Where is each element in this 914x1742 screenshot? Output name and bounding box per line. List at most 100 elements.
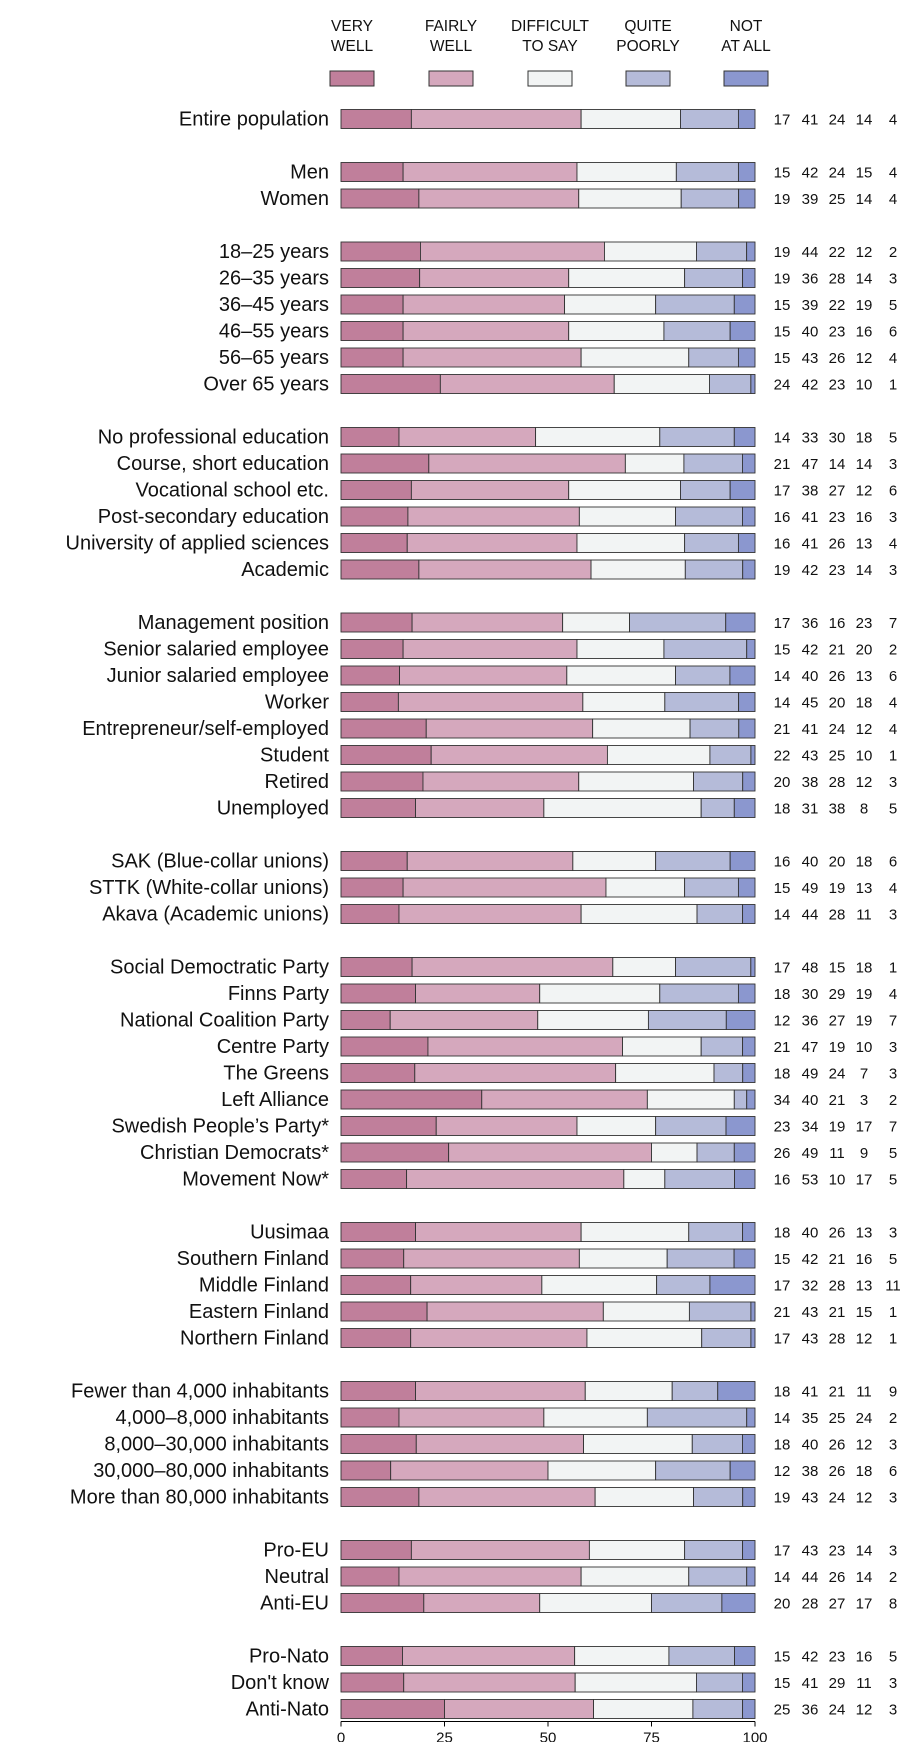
bar-segment — [402, 1646, 576, 1666]
row-label: Men — [290, 162, 329, 184]
value-label: 20 — [774, 1596, 791, 1613]
bar-segment — [574, 1672, 697, 1693]
chart-row: Women 19 39 25 14 4 — [260, 188, 897, 210]
bar-segment — [580, 1222, 690, 1242]
bar-segment — [402, 639, 578, 659]
bar-segment — [340, 1089, 483, 1110]
row-label: 56–65 years — [219, 347, 329, 369]
bar-segment — [742, 771, 756, 792]
bar-segment — [750, 745, 756, 765]
value-label: 19 — [829, 1119, 846, 1136]
row-label: Course, short education — [117, 453, 329, 475]
value-label: 38 — [802, 1463, 819, 1480]
bar-segment — [481, 1089, 648, 1110]
value-label: 12 — [856, 1702, 873, 1719]
value-label: 28 — [829, 907, 846, 924]
value-label: 26 — [829, 668, 846, 685]
bar-segment — [733, 1248, 756, 1269]
value-label: 7 — [889, 1013, 897, 1030]
value-label: 25 — [829, 191, 846, 208]
value-label: 23 — [774, 1119, 791, 1136]
bar-segment — [340, 427, 400, 447]
value-label: 1 — [889, 960, 897, 977]
bar-segment — [340, 294, 404, 315]
chart-row: Pro-EU 17 43 23 14 3 — [263, 1540, 897, 1562]
chart-row: 46–55 years 15 40 23 16 6 — [219, 321, 897, 343]
bar-segment — [737, 347, 756, 368]
value-label: 42 — [802, 165, 819, 182]
value-label: 4 — [889, 721, 897, 738]
value-label: 2 — [889, 1410, 897, 1427]
bar-segment — [402, 877, 607, 898]
value-label: 14 — [856, 456, 873, 473]
legend-label: FAIRLY — [425, 18, 477, 35]
value-label: 33 — [802, 430, 819, 447]
value-label: 3 — [889, 1702, 897, 1719]
bar-segment — [539, 983, 661, 1004]
value-label: 16 — [774, 536, 791, 553]
row-label: 26–35 years — [219, 268, 329, 290]
chart-row: National Coalition Party 12 36 27 19 7 — [120, 1010, 897, 1032]
value-label: 5 — [889, 1145, 897, 1162]
chart-row: Unemployed 18 31 38 8 5 — [217, 798, 897, 820]
value-label: 18 — [774, 1066, 791, 1083]
row-label: University of applied sciences — [66, 533, 329, 555]
value-label: 1 — [889, 377, 897, 394]
value-label: 19 — [774, 271, 791, 288]
value-label: 47 — [802, 1039, 819, 1056]
value-label: 43 — [802, 748, 819, 765]
value-label: 3 — [889, 1066, 897, 1083]
bar-segment — [742, 559, 756, 580]
bar-segment — [414, 1063, 617, 1083]
bar-segment — [340, 1593, 425, 1613]
value-label: 18 — [774, 801, 791, 818]
chart-row: Academic 19 42 23 14 3 — [241, 559, 897, 581]
bar-segment — [688, 347, 739, 368]
bar-segment — [742, 1540, 756, 1560]
bar-segment — [737, 533, 756, 553]
legend-label: QUITE — [624, 18, 671, 35]
chart-row: Don't know 15 41 29 11 3 — [231, 1672, 897, 1694]
chart-row: No professional education 14 33 30 18 5 — [98, 427, 897, 449]
legend-label: WELL — [331, 38, 374, 55]
bar-segment — [390, 1460, 549, 1481]
bar-segment — [576, 639, 665, 659]
bar-segment — [729, 480, 756, 500]
value-label: 43 — [802, 1304, 819, 1321]
value-label: 1 — [889, 1331, 897, 1348]
value-label: 3 — [889, 1675, 897, 1692]
value-label: 42 — [802, 1251, 819, 1268]
chart-row: Eastern Finland 21 43 21 15 1 — [189, 1301, 897, 1323]
bar-segment — [566, 665, 676, 686]
bar-segment — [750, 957, 756, 977]
value-label: 24 — [829, 1702, 846, 1719]
chart-row: STTK (White-collar unions) 15 49 19 13 4 — [89, 877, 897, 899]
value-label: 26 — [829, 1225, 846, 1242]
legend: VERY WELL FAIRLY WELL DIFFICULT TO SAY QUITE PO… — [329, 18, 771, 87]
bar-segment — [742, 1063, 756, 1083]
chart-row: Men 15 42 24 15 4 — [290, 162, 897, 184]
value-label: 31 — [802, 801, 819, 818]
value-label: 16 — [856, 324, 873, 341]
bar-segment — [688, 1566, 748, 1587]
value-label: 14 — [774, 1410, 791, 1427]
bar-segment — [576, 533, 686, 553]
bar-segment — [340, 745, 432, 765]
bar-segment — [547, 1460, 657, 1481]
value-label: 30 — [802, 986, 819, 1003]
bar-segment — [340, 904, 400, 924]
value-label: 17 — [774, 112, 791, 129]
bar-segment — [580, 109, 681, 129]
value-label: 7 — [889, 1119, 897, 1136]
value-label: 3 — [889, 1437, 897, 1454]
legend-label: VERY — [331, 18, 373, 35]
value-label: 14 — [856, 1569, 873, 1586]
bar-segment — [340, 480, 412, 500]
bar-segment — [340, 241, 421, 262]
bar-segment — [605, 877, 686, 898]
bar-segment — [568, 268, 686, 288]
row-label: National Coalition Party — [120, 1010, 329, 1032]
legend-label: WELL — [430, 38, 473, 55]
chart-row: Christian Democrats* 26 49 11 9 5 — [140, 1142, 897, 1164]
bar-segment — [593, 1699, 694, 1719]
